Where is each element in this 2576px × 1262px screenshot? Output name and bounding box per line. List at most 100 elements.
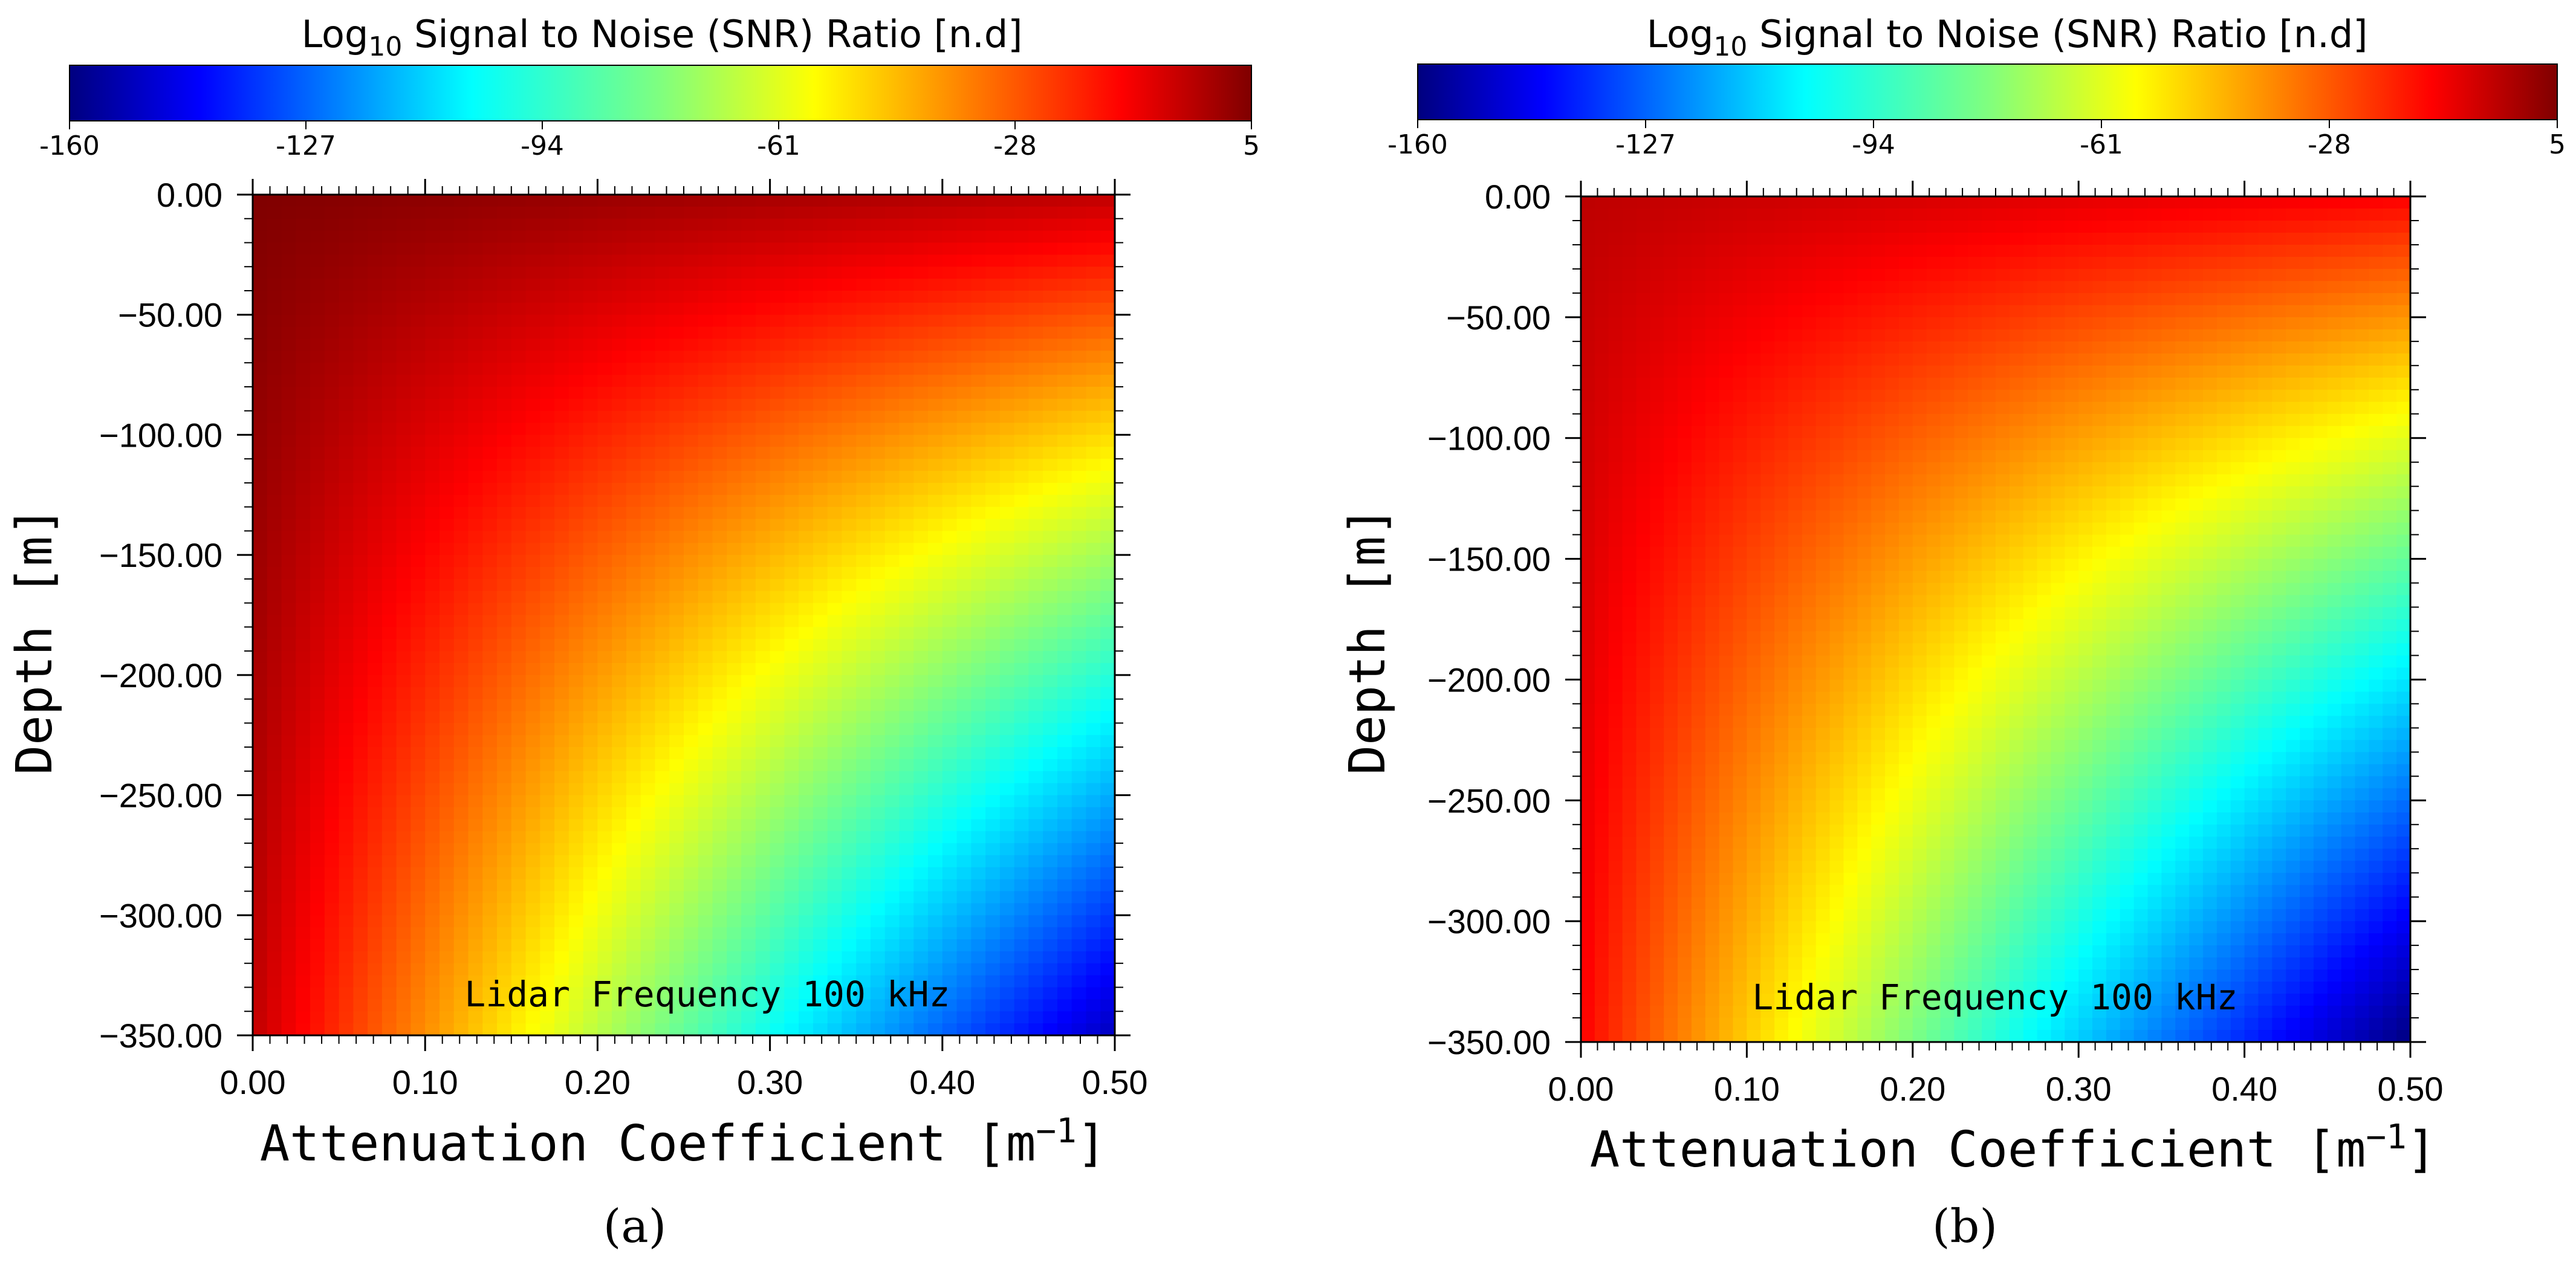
heatmap-cell (1014, 543, 1030, 555)
heatmap-cell (1636, 329, 1651, 342)
heatmap-cell (870, 735, 886, 748)
heatmap-cell (381, 447, 397, 459)
heatmap-cell (296, 338, 311, 352)
heatmap-cell (1100, 218, 1115, 231)
heatmap-cell (956, 615, 972, 628)
heatmap-cell (1650, 341, 1664, 354)
heatmap-cell (296, 218, 311, 231)
heatmap-cell (669, 254, 684, 268)
heatmap-cell (1043, 254, 1058, 268)
heatmap-cell (281, 843, 297, 856)
heatmap-cell (884, 699, 900, 712)
heatmap-cell (612, 662, 627, 676)
heatmap-cell (324, 1023, 340, 1036)
heatmap-cell (1581, 728, 1595, 741)
heatmap-cell (1636, 546, 1651, 560)
heatmap-cell (1057, 819, 1072, 832)
heatmap-cell (1608, 969, 1623, 982)
heatmap-cell (396, 386, 412, 400)
heatmap-cell (253, 662, 268, 676)
heatmap-cell (396, 951, 412, 964)
heatmap-cell (999, 471, 1015, 484)
heatmap-cell (425, 951, 440, 964)
heatmap-cell (1071, 927, 1087, 940)
heatmap-cell (985, 819, 1001, 832)
heatmap-cell (999, 195, 1015, 207)
heatmap-cell (453, 771, 469, 784)
heatmap-cell (928, 195, 943, 207)
heatmap-cell (1650, 389, 1664, 403)
heatmap-cell (1622, 280, 1637, 294)
heatmap-cell (368, 230, 383, 244)
heatmap-cell (1057, 627, 1072, 640)
heatmap-cell (1622, 268, 1637, 282)
heatmap-cell (612, 759, 627, 772)
heatmap-cell (468, 855, 484, 868)
heatmap-cell (669, 903, 684, 916)
heatmap-cell (799, 783, 814, 796)
heatmap-cell (1071, 591, 1087, 604)
heatmap-cell (353, 927, 368, 940)
heatmap-cell (482, 819, 498, 832)
heatmap-cell (324, 662, 340, 676)
heatmap-cell (554, 639, 569, 652)
heatmap-cell (381, 338, 397, 352)
heatmap-cell (784, 506, 799, 520)
heatmap-cell (324, 326, 340, 340)
heatmap-cell (985, 363, 1001, 375)
heatmap-cell (799, 662, 814, 676)
heatmap-cell (324, 735, 340, 748)
heatmap-cell (497, 975, 512, 988)
heatmap-cell (339, 279, 354, 291)
heatmap-cell (1664, 558, 1678, 572)
heatmap-cell (727, 506, 742, 520)
heatmap-cell (698, 999, 713, 1012)
colorbar-title-b: Log10 Signal to Noise (SNR) Ratio [n.d] (1647, 12, 2368, 62)
heatmap-cell (281, 279, 297, 291)
heatmap-cell (439, 879, 455, 892)
heatmap-cell (698, 771, 713, 784)
heatmap-cell (425, 999, 440, 1012)
heatmap-cell (799, 843, 814, 856)
heatmap-cell (913, 819, 929, 832)
heatmap-cell (827, 1011, 843, 1024)
heatmap-cell (425, 639, 440, 652)
heatmap-cell (253, 987, 268, 1000)
heatmap-cell (870, 447, 886, 459)
heatmap-cell (655, 891, 670, 904)
heatmap-cell (1650, 558, 1664, 572)
heatmap-cell (525, 662, 541, 676)
heatmap-cell (942, 711, 958, 724)
heatmap-cell (612, 1023, 627, 1036)
heatmap-cell (712, 279, 728, 291)
heatmap-cell (1100, 363, 1115, 375)
heatmap-cell (1100, 314, 1115, 328)
heatmap-cell (971, 218, 986, 231)
heatmap-cell (583, 363, 599, 375)
heatmap-cell (1028, 867, 1043, 880)
heatmap-cell (755, 242, 771, 256)
heatmap-cell (669, 687, 684, 700)
heatmap-cell (296, 795, 311, 808)
heatmap-cell (784, 699, 799, 712)
heatmap-cell (396, 543, 412, 555)
heatmap-cell (799, 218, 814, 231)
heatmap-cell (884, 891, 900, 904)
heatmap-cell (453, 302, 469, 316)
heatmap-cell (1664, 752, 1678, 765)
heatmap-cell (884, 627, 900, 640)
heatmap-cell (468, 627, 484, 640)
heatmap-cell (842, 891, 857, 904)
heatmap-cell (842, 206, 857, 219)
heatmap-cell (1071, 206, 1087, 219)
heatmap-cell (267, 591, 282, 604)
heatmap-cell (583, 807, 599, 820)
heatmap-cell (985, 351, 1001, 363)
heatmap-cell (1636, 728, 1651, 741)
heatmap-cell (425, 807, 440, 820)
heatmap-cell (410, 987, 426, 1000)
heatmap-cell (842, 687, 857, 700)
heatmap-cell (985, 567, 1001, 580)
heatmap-cell (396, 567, 412, 580)
heatmap-cell (281, 975, 297, 988)
